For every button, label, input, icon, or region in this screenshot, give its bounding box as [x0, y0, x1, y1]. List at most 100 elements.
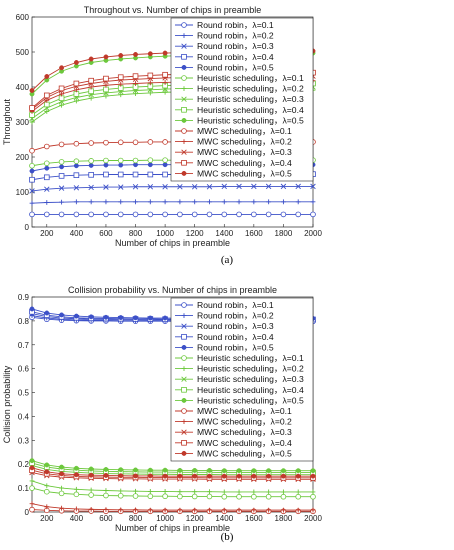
- data-point: [280, 468, 286, 474]
- x-tick-label: 1800: [275, 514, 293, 523]
- data-point: [280, 183, 287, 190]
- data-point: [295, 493, 302, 500]
- data-point: [59, 164, 65, 170]
- data-point: [221, 493, 228, 500]
- data-point: [207, 199, 212, 205]
- data-point: [44, 469, 50, 475]
- data-point: [103, 54, 109, 60]
- data-point: [221, 507, 227, 513]
- data-point: [73, 140, 80, 147]
- data-point: [132, 211, 139, 218]
- data-point: [162, 71, 168, 78]
- legend-marker: [181, 386, 187, 393]
- data-point: [162, 50, 168, 56]
- legend-marker: [181, 86, 187, 91]
- y-tick-label: 200: [16, 153, 30, 162]
- chart-1: Collision probability vs. Number of chip…: [2, 285, 322, 533]
- data-point: [133, 473, 138, 479]
- data-point: [310, 468, 316, 474]
- data-point: [73, 491, 80, 498]
- data-point: [133, 488, 138, 494]
- legend-label: Round robin，λ=0.3: [197, 321, 274, 331]
- x-tick-label: 1000: [156, 229, 174, 238]
- data-point: [118, 199, 124, 205]
- legend-label: Round robin，λ=0.3: [197, 41, 274, 51]
- series-1: [29, 199, 316, 206]
- data-point: [310, 507, 316, 513]
- data-point: [207, 473, 212, 479]
- data-point: [310, 489, 316, 495]
- data-point: [132, 139, 139, 146]
- y-tick-label: 0.9: [18, 293, 30, 302]
- y-axis-label: Throughout: [2, 98, 12, 145]
- legend-marker: [181, 170, 187, 176]
- data-point: [147, 139, 154, 145]
- data-point: [88, 487, 94, 493]
- data-point: [147, 51, 153, 57]
- legend-label: Heuristic scheduling，λ=0.5: [197, 395, 304, 405]
- legend-marker: [181, 366, 187, 371]
- data-point: [29, 119, 35, 125]
- data-point: [177, 489, 183, 495]
- legend-marker: [181, 149, 187, 155]
- data-point: [88, 95, 94, 101]
- data-point: [265, 493, 272, 500]
- legend-marker: [181, 54, 187, 60]
- legend-label: MWC scheduling，λ=0.4: [197, 438, 292, 448]
- legend-marker: [181, 22, 187, 28]
- data-point: [236, 183, 242, 190]
- data-point: [103, 139, 109, 146]
- caption-a: (a): [220, 254, 234, 266]
- data-point: [281, 507, 286, 513]
- data-point: [265, 183, 272, 190]
- data-point: [59, 102, 64, 108]
- data-point: [177, 473, 183, 479]
- data-point: [73, 185, 80, 191]
- data-point: [103, 467, 109, 472]
- data-point: [266, 489, 272, 495]
- data-point: [88, 77, 94, 84]
- data-point: [280, 211, 287, 218]
- data-point: [44, 310, 50, 316]
- data-point: [280, 493, 287, 500]
- data-point: [44, 74, 50, 79]
- x-tick-label: 1400: [215, 514, 233, 523]
- legend-marker: [181, 302, 187, 308]
- data-point: [44, 186, 50, 192]
- data-point: [29, 506, 35, 513]
- data-point: [29, 465, 35, 471]
- legend-marker: [181, 64, 187, 70]
- data-point: [147, 473, 153, 479]
- data-point: [73, 80, 80, 87]
- data-point: [147, 315, 153, 321]
- y-tick-label: 0.3: [18, 436, 30, 445]
- legend-marker: [181, 107, 187, 113]
- data-point: [162, 171, 168, 178]
- data-point: [73, 87, 79, 93]
- data-point: [266, 507, 272, 513]
- data-point: [251, 211, 257, 218]
- data-point: [280, 473, 286, 479]
- series-line: [31, 467, 313, 477]
- data-point: [43, 92, 50, 99]
- series-line: [31, 480, 313, 493]
- caption-b: (b): [220, 531, 234, 543]
- data-point: [73, 199, 79, 205]
- y-tick-label: 0.5: [18, 389, 30, 398]
- data-point: [117, 492, 124, 499]
- data-point: [133, 91, 138, 97]
- legend-label: Round robin，λ=0.1: [197, 20, 274, 30]
- data-point: [221, 199, 227, 205]
- legend-marker: [181, 419, 187, 424]
- legend-label: Heuristic scheduling，λ=0.1: [197, 353, 304, 363]
- legend-marker: [181, 429, 187, 435]
- data-point: [147, 162, 153, 168]
- data-point: [251, 489, 257, 495]
- legend-label: MWC scheduling，λ=0.1: [197, 126, 292, 136]
- data-point: [295, 468, 301, 474]
- data-point: [147, 199, 153, 205]
- data-point: [103, 211, 109, 218]
- data-point: [133, 52, 138, 57]
- legend-label: Round robin，λ=0.4: [197, 52, 274, 62]
- data-point: [162, 473, 168, 479]
